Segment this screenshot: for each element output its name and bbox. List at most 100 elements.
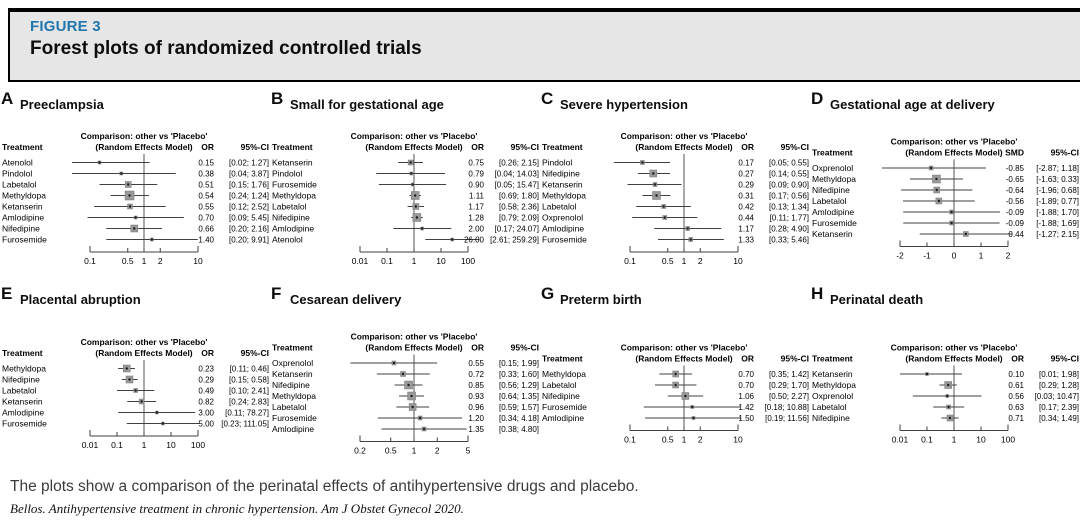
svg-text:0.01: 0.01 (82, 440, 99, 450)
svg-text:Comparison: other vs 'Placebo': Comparison: other vs 'Placebo' (891, 137, 1018, 147)
svg-text:0.96: 0.96 (468, 403, 484, 412)
svg-text:0.31: 0.31 (738, 192, 754, 201)
svg-text:1: 1 (142, 256, 147, 266)
svg-text:0.70: 0.70 (738, 370, 754, 379)
svg-text:95%-CI: 95%-CI (781, 142, 809, 152)
svg-text:1.28: 1.28 (468, 214, 484, 223)
svg-text:0.44: 0.44 (1008, 230, 1024, 239)
svg-text:[0.34; 1.49]: [0.34; 1.49] (1039, 414, 1079, 423)
svg-text:OR: OR (741, 142, 754, 152)
forest-plot-svg-h: H Perinatal death Comparison: other vs 'Pl… (811, 284, 1079, 445)
svg-text:OR: OR (471, 142, 484, 152)
svg-text:Labetalol: Labetalol (2, 386, 37, 396)
svg-text:0.90: 0.90 (468, 181, 484, 190)
svg-text:[0.13; 1.34]: [0.13; 1.34] (769, 203, 809, 212)
svg-text:1.40: 1.40 (198, 236, 214, 245)
svg-text:95%-CI: 95%-CI (1051, 148, 1079, 158)
svg-text:2: 2 (698, 256, 703, 266)
svg-text:[0.38; 4.80]: [0.38; 4.80] (499, 425, 539, 434)
svg-text:0.54: 0.54 (198, 192, 214, 201)
svg-text:Amlodipine: Amlodipine (542, 224, 584, 234)
svg-text:[0.19; 11.56]: [0.19; 11.56] (765, 414, 809, 423)
svg-text:0.29: 0.29 (738, 181, 754, 190)
svg-text:(Random Effects Model): (Random Effects Model) (905, 148, 1002, 158)
svg-text:1: 1 (142, 440, 147, 450)
figure-header: FIGURE 3 Forest plots of randomized cont… (8, 8, 1080, 82)
svg-text:0.66: 0.66 (198, 225, 214, 234)
svg-text:Methyldopa: Methyldopa (2, 191, 46, 201)
forest-panel-g: G Preterm birth Comparison: other vs 'Plac… (540, 281, 810, 476)
svg-text:[0.34; 4.18]: [0.34; 4.18] (499, 414, 539, 423)
svg-text:Furosemide: Furosemide (542, 235, 587, 245)
svg-text:10: 10 (733, 435, 743, 445)
forest-plot-svg-f: F Cesarean delivery Comparison: other vs '… (271, 284, 539, 456)
svg-text:10: 10 (193, 256, 203, 266)
svg-text:Nifedipine: Nifedipine (272, 213, 310, 223)
svg-text:1.17: 1.17 (468, 203, 484, 212)
svg-text:Comparison: other vs 'Placebo': Comparison: other vs 'Placebo' (621, 131, 748, 141)
svg-text:[-1.63; 0.33]: [-1.63; 0.33] (1036, 175, 1079, 184)
svg-text:[0.05; 15.47]: [0.05; 15.47] (495, 181, 539, 190)
svg-text:0.70: 0.70 (198, 214, 214, 223)
svg-text:0.79: 0.79 (468, 170, 484, 179)
svg-text:[0.15; 0.58]: [0.15; 0.58] (229, 376, 269, 385)
svg-text:[0.18; 10.88]: [0.18; 10.88] (765, 403, 809, 412)
svg-text:(Random Effects Model): (Random Effects Model) (635, 142, 732, 152)
svg-text:26.00: 26.00 (464, 236, 485, 245)
svg-text:Furosemide: Furosemide (812, 218, 857, 228)
svg-text:Treatment: Treatment (812, 354, 853, 364)
forest-plot-svg-c: C Severe hypertension Comparison: other vs… (541, 89, 809, 266)
svg-text:Nifedipine: Nifedipine (542, 391, 580, 401)
svg-text:OR: OR (1011, 354, 1024, 364)
figure-number-label: FIGURE 3 (30, 18, 101, 35)
svg-text:[0.09; 5.45]: [0.09; 5.45] (229, 214, 269, 223)
svg-text:[0.05; 0.55]: [0.05; 0.55] (769, 159, 809, 168)
svg-text:2.00: 2.00 (468, 225, 484, 234)
svg-text:(Random Effects Model): (Random Effects Model) (365, 142, 462, 152)
svg-text:[0.15; 1.99]: [0.15; 1.99] (499, 359, 539, 368)
forest-panel-b: B Small for gestational age Comparison: ot… (270, 86, 540, 281)
svg-text:(Random Effects Model): (Random Effects Model) (95, 142, 192, 152)
svg-text:2: 2 (435, 446, 440, 456)
svg-text:OR: OR (201, 142, 214, 152)
svg-text:-0.56: -0.56 (1006, 197, 1025, 206)
svg-text:Severe hypertension: Severe hypertension (560, 97, 688, 112)
svg-text:1.35: 1.35 (468, 425, 484, 434)
svg-text:0.2: 0.2 (354, 446, 366, 456)
svg-text:Labetalol: Labetalol (2, 180, 37, 190)
svg-text:Methyldopa: Methyldopa (272, 391, 316, 401)
citation-credit: Bellos. Antihypertensive treatment in ch… (10, 501, 464, 516)
svg-text:[0.59; 1.57]: [0.59; 1.57] (499, 403, 539, 412)
svg-text:95%-CI: 95%-CI (241, 348, 269, 358)
svg-text:A: A (1, 89, 13, 108)
svg-text:5: 5 (466, 446, 471, 456)
svg-text:[0.04; 3.87]: [0.04; 3.87] (229, 170, 269, 179)
svg-text:[0.69; 1.80]: [0.69; 1.80] (499, 192, 539, 201)
forest-panel-f: F Cesarean delivery Comparison: other vs '… (270, 281, 540, 476)
svg-text:(Random Effects Model): (Random Effects Model) (635, 354, 732, 364)
svg-text:0.51: 0.51 (198, 181, 214, 190)
svg-text:0.75: 0.75 (468, 159, 484, 168)
svg-text:1.33: 1.33 (738, 236, 754, 245)
svg-text:[0.17; 0.56]: [0.17; 0.56] (769, 192, 809, 201)
forest-panel-c: C Severe hypertension Comparison: other vs… (540, 86, 810, 281)
svg-text:1: 1 (682, 435, 687, 445)
svg-text:0.1: 0.1 (624, 435, 636, 445)
svg-text:2: 2 (1006, 251, 1011, 261)
svg-text:F: F (271, 284, 281, 303)
svg-text:[0.15; 1.76]: [0.15; 1.76] (229, 181, 269, 190)
svg-text:[0.58; 2.36]: [0.58; 2.36] (499, 203, 539, 212)
forest-plot-svg-e: E Placental abruption Comparison: other vs… (1, 284, 269, 450)
svg-text:0.44: 0.44 (738, 214, 754, 223)
svg-text:Amlodipine: Amlodipine (2, 408, 44, 418)
svg-text:[0.26; 2.15]: [0.26; 2.15] (499, 159, 539, 168)
svg-text:95%-CI: 95%-CI (781, 354, 809, 364)
svg-text:0.82: 0.82 (198, 398, 214, 407)
svg-text:[0.01; 1.98]: [0.01; 1.98] (1039, 370, 1079, 379)
svg-text:Pindolol: Pindolol (2, 169, 32, 179)
svg-text:-0.09: -0.09 (1006, 208, 1025, 217)
svg-text:10: 10 (166, 440, 176, 450)
svg-text:[0.11; 0.46]: [0.11; 0.46] (230, 365, 269, 374)
svg-text:Ketanserin: Ketanserin (2, 202, 43, 212)
svg-text:Methyldopa: Methyldopa (542, 369, 586, 379)
